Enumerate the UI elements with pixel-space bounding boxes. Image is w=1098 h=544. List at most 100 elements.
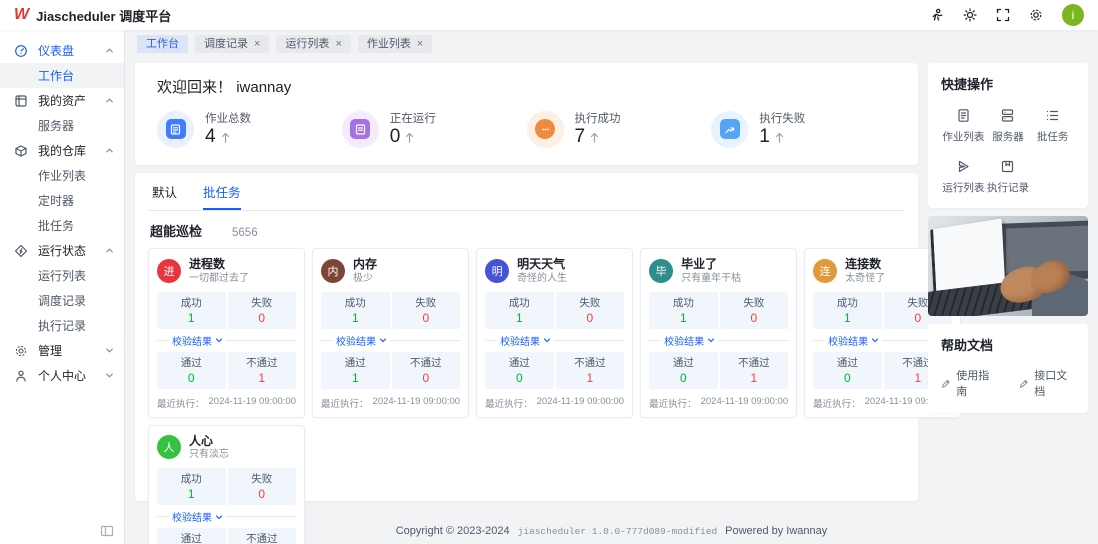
task-card[interactable]: 内 内存 极少 成功 1 失败 0 校验结果: [312, 248, 470, 418]
language-icon[interactable]: [930, 8, 944, 22]
fullscreen-icon[interactable]: [996, 8, 1010, 22]
last-run-value: 2024-11-19 09:00:00: [700, 395, 789, 407]
task-avatar: 人: [157, 435, 181, 460]
tab-label: 作业列表: [366, 38, 411, 50]
sidebar-item-label: 运行列表: [38, 269, 87, 283]
quick-actions-grid: 作业列表 服务器 批任务: [941, 108, 1075, 195]
tab-label: 调度记录: [204, 38, 248, 50]
task-stats: 成功 1 失败 0 校验结果 通过 0 不通过 1: [157, 291, 297, 389]
close-icon[interactable]: [335, 39, 341, 50]
quick-action-run-list[interactable]: 运行列表: [941, 159, 986, 195]
server-icon: [1002, 109, 1014, 122]
sidebar-item-my-assets[interactable]: 我的资产: [0, 88, 124, 113]
settings-icon[interactable]: [1029, 8, 1043, 22]
task-avatar: 进: [157, 258, 181, 283]
success-value: 1: [187, 487, 195, 502]
sidebar-item-manage[interactable]: 管理: [0, 338, 124, 363]
task-title: 内存: [353, 257, 378, 272]
sidebar-item-run-status[interactable]: 运行状态: [0, 238, 124, 263]
check-result-toggle[interactable]: 校验结果: [485, 331, 624, 350]
sidebar-item-my-warehouse[interactable]: 我的仓库: [0, 138, 124, 163]
welcome-card: 欢迎回来！ iwannay 作业: [135, 63, 918, 166]
sidebar-item-label: 执行记录: [38, 319, 87, 333]
exec-record-icon: [1002, 161, 1014, 173]
quick-action-batch-task[interactable]: 批任务: [1030, 108, 1075, 144]
task-subtitle: 奇怪的人生: [517, 272, 568, 284]
last-run-label: 最近执行：: [321, 398, 369, 410]
sidebar-item-label: 个人中心: [38, 369, 87, 383]
close-icon[interactable]: [417, 39, 423, 50]
tab-default[interactable]: 默认: [152, 186, 178, 201]
quick-action-exec-record[interactable]: 执行记录: [986, 159, 1031, 195]
check-result-label: 校验结果: [828, 336, 869, 348]
pass-label: 通过: [180, 533, 202, 544]
check-result-toggle[interactable]: 校验结果: [321, 331, 460, 350]
sidebar-item-timer[interactable]: 定时器: [0, 188, 124, 213]
copyright-text: Copyright © 2023-2024: [395, 525, 510, 537]
help-docs-card: 帮助文档 使用指南 接口文档: [928, 324, 1088, 414]
app-title: Jiascheduler 调度平台: [36, 8, 172, 24]
workspace-tab-workbench[interactable]: 工作台: [137, 35, 188, 54]
theme-icon[interactable]: [963, 8, 977, 22]
profile-icon: [16, 370, 26, 382]
quick-action-job-list[interactable]: 作业列表: [941, 108, 986, 144]
task-cards-grid: 进 进程数 一切都过去了 成功 1 失败 0 校验结果: [148, 248, 962, 544]
workspace-tab-schedule-record[interactable]: 调度记录: [195, 35, 270, 54]
not-pass-value: 1: [914, 370, 922, 385]
tab-batch-task[interactable]: 批任务: [203, 182, 241, 211]
quick-actions-card: 快捷操作 作业列表 服务器: [928, 63, 1088, 209]
workspace-tab-run-list[interactable]: 运行列表: [276, 35, 351, 54]
workspace-tab-job-list[interactable]: 作业列表: [357, 35, 433, 54]
task-avatar: 内: [321, 258, 346, 283]
stat-label: 作业总数: [205, 113, 251, 126]
pass-label: 通过: [344, 356, 366, 369]
board-card: 默认 批任务 超能巡检 5656 进: [135, 173, 962, 544]
last-run: 最近执行： 2024-11-19 09:00:00: [813, 396, 952, 410]
check-result-toggle[interactable]: 校验结果: [157, 331, 296, 350]
task-card[interactable]: 明 明天天气 奇怪的人生 成功 1 失败 0 校验结果: [476, 248, 634, 418]
last-run-label: 最近执行：: [813, 398, 861, 410]
task-card[interactable]: 毕 毕业了 只有童年干枯 成功 1 失败 0 校验结果: [640, 248, 798, 418]
sidebar-item-dashboard[interactable]: 仪表盘: [0, 38, 124, 63]
sidebar-item-job-list[interactable]: 作业列表: [0, 163, 124, 188]
sidebar-collapse-icon[interactable]: [100, 524, 114, 538]
last-run-value: 2024-11-19 09:00:00: [536, 395, 625, 407]
sidebar-item-label: 调度记录: [38, 294, 87, 308]
link-user-guide[interactable]: 使用指南: [941, 367, 997, 399]
fail-label: 失败: [743, 296, 765, 309]
check-result-toggle[interactable]: 校验结果: [649, 331, 788, 350]
task-avatar: 明: [485, 258, 510, 283]
task-subtitle: 太奇怪了: [845, 272, 886, 284]
task-card[interactable]: 人 人心 只有淡忘 成功 1 失败 0 校验结果: [148, 424, 306, 544]
check-result-label: 校验结果: [500, 336, 541, 348]
sidebar-item-label: 运行状态: [38, 244, 87, 258]
sidebar-item-run-list[interactable]: 运行列表: [0, 263, 124, 288]
sidebar-item-workbench[interactable]: 工作台: [0, 63, 124, 88]
task-card[interactable]: 进 进程数 一切都过去了 成功 1 失败 0 校验结果: [148, 248, 306, 418]
sidebar-item-profile[interactable]: 个人中心: [0, 363, 124, 388]
sidebar-item-label: 定时器: [38, 194, 75, 208]
pass-value: 0: [844, 370, 851, 385]
sidebar-item-servers[interactable]: 服务器: [0, 113, 124, 138]
success-value: 1: [187, 310, 195, 325]
sidebar-item-batch-task[interactable]: 批任务: [0, 213, 124, 238]
task-subtitle: 极少: [353, 272, 374, 284]
last-run: 最近执行： 2024-11-19 09:00:00: [157, 396, 296, 410]
user-avatar[interactable]: i: [1062, 4, 1084, 26]
pass-value: 1: [351, 370, 359, 385]
task-stats: 成功 1 失败 0 校验结果 通过 0 不通过 1: [485, 291, 625, 389]
fail-value: 0: [914, 310, 922, 325]
main-area: 工作台 调度记录 运行列表 作业列表: [125, 30, 1098, 544]
check-result-toggle[interactable]: 校验结果: [813, 331, 952, 350]
not-pass-label: 不通过: [246, 533, 278, 544]
tab-label: 运行列表: [285, 38, 330, 50]
sidebar-item-schedule-record[interactable]: 调度记录: [0, 288, 124, 313]
quick-action-server[interactable]: 服务器: [986, 108, 1031, 144]
chevron-up-icon: [106, 48, 113, 53]
pass-label: 通过: [180, 356, 202, 369]
check-result-toggle[interactable]: 校验结果: [157, 507, 296, 526]
trend-up-icon: [775, 132, 783, 143]
link-api-docs[interactable]: 接口文档: [1019, 367, 1075, 399]
sidebar-item-exec-record[interactable]: 执行记录: [0, 313, 124, 338]
close-icon[interactable]: [254, 39, 260, 50]
